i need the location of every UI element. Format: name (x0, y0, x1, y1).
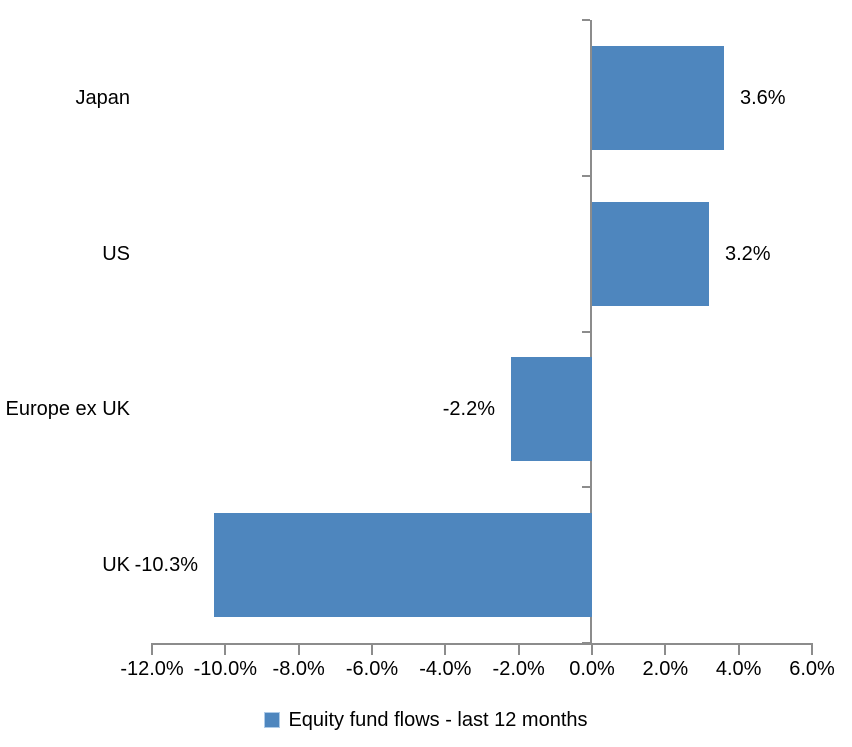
y-axis-tick (582, 642, 590, 644)
bar-value-label-uk: -10.3% (134, 554, 198, 576)
y-axis-tick (582, 330, 590, 333)
x-axis-tick (737, 643, 740, 655)
x-axis-tick-label: -6.0% (345, 658, 399, 680)
category-axis-line (151, 643, 813, 645)
category-label-us: US (102, 243, 130, 265)
category-label-japan: Japan (75, 87, 131, 109)
x-axis-tick-label: -8.0% (272, 658, 325, 680)
bar-europe-ex-uk (511, 357, 593, 461)
legend-label: Equity fund flows - last 12 months (288, 709, 588, 731)
x-axis-tick (444, 643, 447, 655)
x-axis-tick (811, 643, 813, 655)
category-label-uk: UK (102, 554, 130, 576)
bar-value-label-us: 3.2% (725, 243, 771, 265)
bar-japan (592, 46, 724, 150)
x-axis-tick (224, 643, 227, 655)
bar-value-label-europe-ex-uk: -2.2% (442, 398, 495, 420)
bar-uk (214, 513, 593, 617)
x-axis-tick-label: 0.0% (569, 658, 615, 680)
x-axis-tick-label: -4.0% (419, 658, 472, 680)
x-axis-tick-label: -10.0% (193, 658, 258, 680)
y-axis-tick (582, 19, 590, 21)
bar-value-label-japan: 3.6% (740, 87, 786, 109)
x-axis-tick-label: 6.0% (789, 658, 835, 680)
category-label-europe-ex-uk: Europe ex UK (5, 398, 130, 420)
y-axis-tick (582, 174, 590, 177)
x-axis-tick (517, 643, 520, 655)
x-axis-tick (151, 643, 153, 655)
x-axis-tick-label: 4.0% (715, 658, 762, 680)
value-axis-line (590, 20, 592, 645)
x-axis-tick-label: -2.0% (492, 658, 545, 680)
x-axis-tick-label: 2.0% (642, 658, 689, 680)
x-axis-tick (371, 643, 373, 655)
y-axis-tick (582, 486, 590, 489)
legend: Equity fund flows - last 12 months (0, 708, 852, 732)
x-axis-tick-label: -12.0% (120, 658, 184, 680)
x-axis-tick (591, 643, 593, 655)
x-axis-tick (664, 643, 667, 655)
legend-swatch (264, 712, 281, 728)
bar-us (592, 202, 709, 306)
x-axis-tick (297, 643, 300, 655)
